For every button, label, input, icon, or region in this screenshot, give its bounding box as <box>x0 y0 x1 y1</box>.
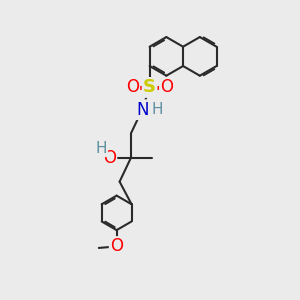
Text: O: O <box>103 149 116 167</box>
Text: O: O <box>160 78 173 96</box>
Text: O: O <box>110 237 123 255</box>
Text: N: N <box>136 101 148 119</box>
Text: O: O <box>126 78 139 96</box>
Text: S: S <box>143 78 156 96</box>
Text: H: H <box>152 102 164 117</box>
Text: H: H <box>95 141 107 156</box>
